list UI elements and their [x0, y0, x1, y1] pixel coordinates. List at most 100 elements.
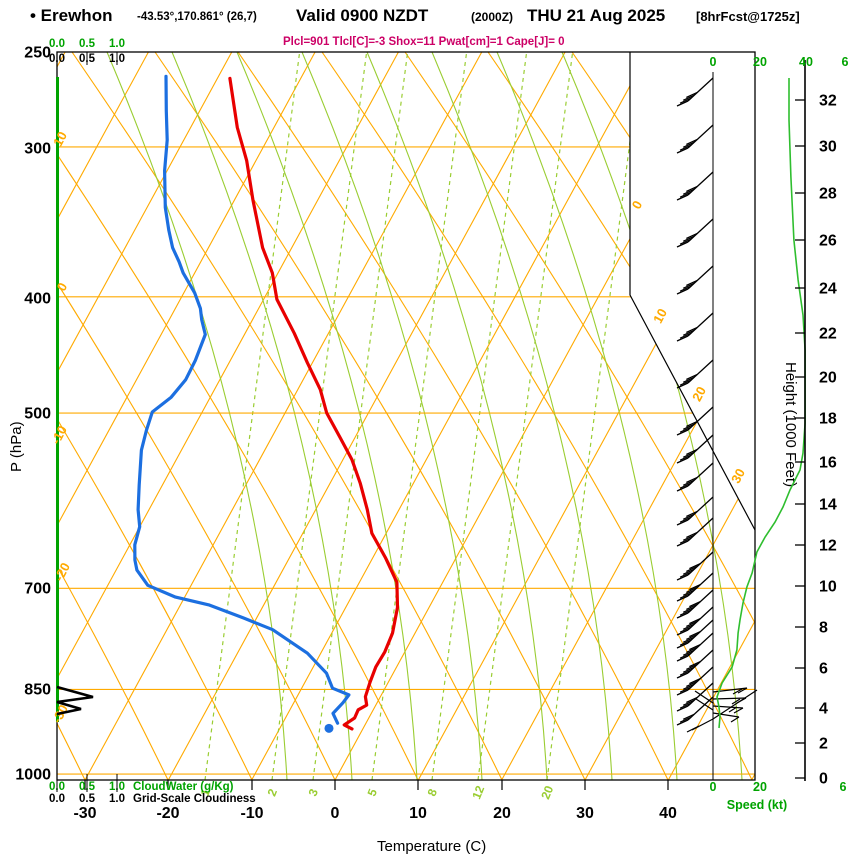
height-tick-label: 2 — [819, 736, 828, 753]
wind-barb — [676, 589, 714, 619]
cloudiness-caption: Grid-Scale Cloudiness — [133, 793, 256, 805]
cloudiness-scale: 0.00.00.50.51.01.0 Grid-Scale Cloudiness — [49, 52, 256, 805]
pressure-tick-label: 500 — [24, 406, 51, 423]
moist-adiabat-line — [431, 52, 613, 780]
wind-barb — [676, 619, 714, 649]
temperature-tick-label: -10 — [240, 805, 263, 822]
mixing-ratio-line — [546, 52, 643, 780]
pressure-tick-label: 400 — [24, 291, 51, 308]
temperature-curve — [228, 76, 400, 731]
moist-adiabat-line — [106, 52, 288, 780]
height-tick-label: 10 — [819, 579, 837, 596]
dry-adiabat-line — [57, 52, 253, 780]
wind-barb — [676, 649, 714, 679]
height-tick-label: 6 — [819, 661, 828, 678]
dry-adiabat-line — [237, 52, 669, 780]
height-tick-label: 12 — [819, 538, 837, 555]
wind-barb — [676, 666, 714, 696]
isotherm-line — [84, 52, 483, 780]
dry-adiabat-line — [71, 52, 503, 780]
plot-border — [56, 51, 756, 781]
sounding-parameters: Plcl=901 Tlcl[C]=-3 Shox=11 Pwat[cm]=1 C… — [283, 36, 565, 48]
height-tick-label: 0 — [819, 771, 828, 788]
wind-barb — [676, 434, 714, 464]
wind-barb — [676, 632, 714, 662]
height-tick-label: 18 — [819, 411, 837, 428]
isotherm-line — [501, 52, 755, 780]
skewt-grid — [57, 52, 755, 780]
moist-adiabat-line — [496, 52, 678, 780]
cloudiness-scale-label: 0.0 — [49, 793, 65, 805]
speed-top-label: 20 — [753, 55, 767, 69]
isotherm-label: 20 — [689, 384, 709, 404]
temperature-tick-label: 30 — [576, 805, 594, 822]
temperature-axis-ticks: -30 -20 -10 0 10 20 30 40 — [73, 780, 677, 822]
wind-barb — [676, 265, 714, 295]
cloudwater-scale-label: 1.0 — [109, 38, 125, 50]
height-tick-label: 16 — [819, 455, 837, 472]
moist-adiabat-line — [171, 52, 353, 780]
valid-time-utc: (2000Z) — [471, 10, 514, 24]
height-tick-label: 24 — [819, 281, 837, 298]
height-tick-label: 20 — [819, 370, 837, 387]
dewpoint-surface-dot — [324, 723, 334, 733]
wind-barbs — [676, 77, 714, 726]
surface-pennant-marker — [56, 685, 94, 716]
moist-adiabat-line — [236, 52, 418, 780]
wind-barb — [676, 77, 714, 107]
station-coords: -43.53°,170.861° (26,7) — [137, 11, 257, 23]
mixing-ratio-line — [371, 52, 468, 780]
isotherm-line — [167, 52, 566, 780]
wind-barb — [676, 359, 714, 389]
pressure-tick-label: 250 — [24, 45, 51, 62]
wind-barb — [676, 312, 714, 342]
moist-adiabat-line — [301, 52, 483, 780]
dry-adiabat-line — [404, 52, 755, 780]
wind-barb — [676, 551, 714, 581]
isotherm-label: 30 — [728, 466, 748, 486]
moist-adiabat-line — [366, 52, 548, 780]
wind-speed-line — [716, 78, 806, 729]
height-tick-label: 26 — [819, 233, 837, 250]
cloudiness-scale-label: 0.5 — [79, 793, 96, 805]
mixing-ratio-label: 3 — [306, 786, 322, 798]
height-tick-label: 22 — [819, 326, 837, 343]
speed-top-label: 0 — [710, 55, 717, 69]
isotherm-label: 10 — [650, 306, 670, 326]
speed-bottom-label: 0 — [710, 780, 717, 794]
mixing-ratio-label: 1 — [198, 786, 214, 798]
valid-time: Valid 0900 NZDT — [296, 6, 429, 25]
moist-adiabat-line — [561, 52, 743, 780]
temperature-axis-title: Temperature (C) — [377, 838, 487, 855]
mixing-ratio-line — [431, 52, 528, 780]
dewpoint-curve — [133, 74, 351, 725]
speed-axis-title: Speed (kt) — [727, 798, 787, 812]
cloudwater-scale-label: 0.5 — [79, 38, 96, 50]
dry-adiabat-line — [154, 52, 586, 780]
wind-barb — [676, 218, 714, 248]
isotherm-line — [334, 52, 733, 780]
height-tick-label: 8 — [819, 620, 828, 637]
wind-barb — [676, 406, 714, 436]
wind-barb — [676, 517, 714, 547]
mixing-ratio-line — [477, 52, 574, 780]
temperature-tick-label: -20 — [156, 805, 179, 822]
mixing-ratio-line — [271, 52, 368, 780]
cloudiness-scale-label: 1.0 — [109, 793, 125, 805]
mixing-ratio-label: 8 — [425, 786, 441, 798]
mixing-ratio-labels: 1 2 3 5 8 12 20 — [198, 783, 557, 801]
isotherm-label: -20 — [51, 560, 73, 584]
pressure-axis-ticks: 250 300 400 500 700 850 1000 — [15, 45, 51, 784]
speed-top-label: 6 — [842, 55, 849, 69]
mixing-ratio-label: 12 — [469, 783, 487, 801]
isotherm-line — [57, 52, 149, 780]
isotherm-label: 10 — [50, 129, 70, 149]
dry-adiabat-line — [57, 52, 336, 780]
speed-top-label: 40 — [799, 55, 813, 69]
mixing-ratio-label: 2 — [265, 786, 281, 798]
mixing-ratio-line — [312, 52, 409, 780]
pressure-tick-label: 700 — [24, 581, 51, 598]
